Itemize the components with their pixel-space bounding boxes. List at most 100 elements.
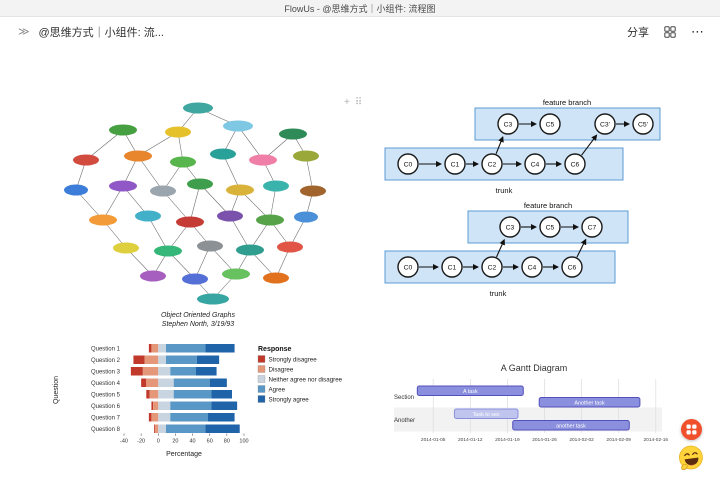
legend-swatch bbox=[257, 375, 266, 383]
graph-node bbox=[183, 102, 213, 114]
x-tick-label: -40 bbox=[120, 439, 128, 445]
likert-segment bbox=[151, 344, 159, 353]
graph-node bbox=[124, 150, 152, 162]
gantt-date-label: 2014-02-09 bbox=[606, 437, 631, 443]
graph-node bbox=[89, 214, 117, 226]
graph-node bbox=[113, 242, 139, 254]
graph-edge bbox=[85, 129, 124, 161]
graph-node bbox=[300, 185, 326, 197]
graph-node bbox=[64, 184, 88, 196]
expand-sidebar-icon[interactable]: ≫ bbox=[18, 26, 30, 38]
toolbar-left: ≫ @思维方式｜小组件: 流... bbox=[18, 24, 164, 40]
graph-node bbox=[187, 178, 213, 190]
add-block-icon[interactable]: + bbox=[344, 97, 350, 108]
commit-label: C4 bbox=[528, 264, 537, 271]
likert-category-label: Question 2 bbox=[91, 358, 121, 364]
likert-segment bbox=[158, 367, 171, 376]
feature-branch-label: feature branch bbox=[543, 98, 591, 107]
likert-segment bbox=[209, 378, 227, 387]
gantt-date-label: 2014-01-12 bbox=[458, 437, 483, 443]
graph-node bbox=[263, 272, 289, 284]
trunk-label: trunk bbox=[490, 289, 507, 298]
graph-edge bbox=[222, 153, 241, 191]
git-rebase-figure[interactable]: feature branch trunk C0 C1 C2 C4 C6 C3 C5 C3' C5' bbox=[380, 96, 670, 196]
commit-edge bbox=[495, 136, 504, 154]
window-titlebar: FlowUs - @思维方式｜小组件: 流程图 bbox=[0, 0, 720, 17]
gantt-section-label: Section bbox=[394, 395, 414, 401]
likert-segment bbox=[158, 401, 171, 410]
likert-segment bbox=[133, 355, 145, 364]
graph-node bbox=[277, 241, 303, 253]
share-button[interactable]: 分享 bbox=[627, 26, 649, 39]
commit-edge bbox=[576, 238, 587, 258]
commit-label: C7 bbox=[588, 224, 597, 231]
commit-label: C1 bbox=[451, 161, 460, 168]
gantt-date-label: 2014-01-05 bbox=[421, 437, 446, 443]
likert-category-label: Question 6 bbox=[91, 404, 121, 410]
gantt-chart-figure[interactable]: 2014-01-05 2014-01-12 2014-01-19 2014-01-26… bbox=[392, 358, 677, 454]
commit-label: C6 bbox=[568, 264, 577, 271]
likert-segment bbox=[146, 378, 159, 387]
drag-handle-icon[interactable]: ⠿ bbox=[354, 97, 363, 108]
likert-segment bbox=[151, 401, 154, 410]
legend-swatch bbox=[257, 395, 266, 403]
trunk-label: trunk bbox=[496, 186, 513, 195]
graph-edge bbox=[147, 215, 169, 252]
likert-segment bbox=[142, 367, 159, 376]
x-tick-label: 20 bbox=[172, 439, 178, 445]
graph-edge bbox=[194, 245, 211, 280]
commit-label: C1 bbox=[448, 264, 457, 271]
view-grid-icon[interactable] bbox=[664, 25, 676, 38]
likert-segment bbox=[205, 424, 240, 433]
commit-label: C0 bbox=[404, 161, 413, 168]
git-rebase-svg: feature branch trunk C0 C1 C2 C4 C6 C3 C5 C3' C5' bbox=[384, 98, 661, 195]
gantt-task-bar bbox=[416, 385, 524, 396]
commit-node bbox=[521, 256, 543, 278]
gantt-task-label: Task to sec bbox=[473, 412, 500, 418]
graph-node bbox=[197, 293, 229, 305]
commit-node bbox=[397, 153, 419, 175]
legend-swatch bbox=[257, 365, 266, 373]
gantt-chart-svg: 2014-01-05 2014-01-12 2014-01-19 2014-01-26… bbox=[394, 363, 669, 443]
graph-edge bbox=[199, 183, 231, 217]
legend-label: Strongly disagree bbox=[269, 357, 318, 364]
x-tick-label: 100 bbox=[239, 439, 248, 445]
legend-label: Neither agree nor disagree bbox=[269, 377, 343, 384]
widget-floating-button[interactable] bbox=[681, 419, 702, 440]
graph-node bbox=[223, 120, 253, 132]
graph-node bbox=[293, 150, 319, 162]
graph-node bbox=[109, 180, 137, 192]
graph-edge bbox=[102, 185, 124, 221]
likert-segment bbox=[154, 424, 155, 433]
window-title: FlowUs - @思维方式｜小组件: 流程图 bbox=[284, 3, 436, 14]
app-toolbar: ≫ @思维方式｜小组件: 流... 分享 ⋯ bbox=[0, 17, 720, 46]
support-smiley-button[interactable] bbox=[677, 444, 705, 472]
git-merge-figure[interactable]: feature branch trunk C0 C1 C2 C4 C6 C3 C5 C7 bbox=[380, 199, 670, 299]
breadcrumb[interactable]: @思维方式｜小组件: 流... bbox=[38, 26, 164, 39]
graph-node bbox=[140, 270, 166, 282]
likert-chart-figure[interactable]: Question 1 Question 2 Question 3 Question 4… bbox=[46, 334, 381, 489]
gantt-date-label: 2014-02-16 bbox=[644, 437, 669, 443]
likert-segment bbox=[205, 344, 235, 353]
likert-segment bbox=[153, 401, 159, 410]
graphviz-figure[interactable]: Object Oriented Graphs Stephen North, 3/1… bbox=[48, 96, 348, 333]
graph-node bbox=[217, 210, 243, 222]
gantt-section-label: Another bbox=[394, 418, 415, 424]
x-tick-label: 60 bbox=[207, 439, 213, 445]
block-hover-controls: + ⠿ bbox=[344, 98, 362, 108]
commit-edge bbox=[581, 134, 598, 156]
commit-label: C4 bbox=[531, 161, 540, 168]
likert-segment bbox=[148, 413, 152, 422]
likert-category-label: Question 8 bbox=[91, 427, 121, 433]
graph-caption-line1: Object Oriented Graphs bbox=[161, 312, 235, 319]
legend-title: Response bbox=[258, 346, 292, 353]
gantt-task-bar bbox=[538, 397, 641, 408]
commit-node bbox=[481, 256, 503, 278]
likert-segment bbox=[166, 424, 206, 433]
commit-label: C5' bbox=[638, 121, 648, 128]
likert-segment bbox=[211, 401, 238, 410]
more-button[interactable]: ⋯ bbox=[691, 24, 704, 39]
commit-label: C0 bbox=[404, 264, 413, 271]
feature-branch-label: feature branch bbox=[524, 201, 572, 210]
graphviz-svg: Object Oriented Graphs Stephen North, 3/1… bbox=[64, 102, 326, 328]
